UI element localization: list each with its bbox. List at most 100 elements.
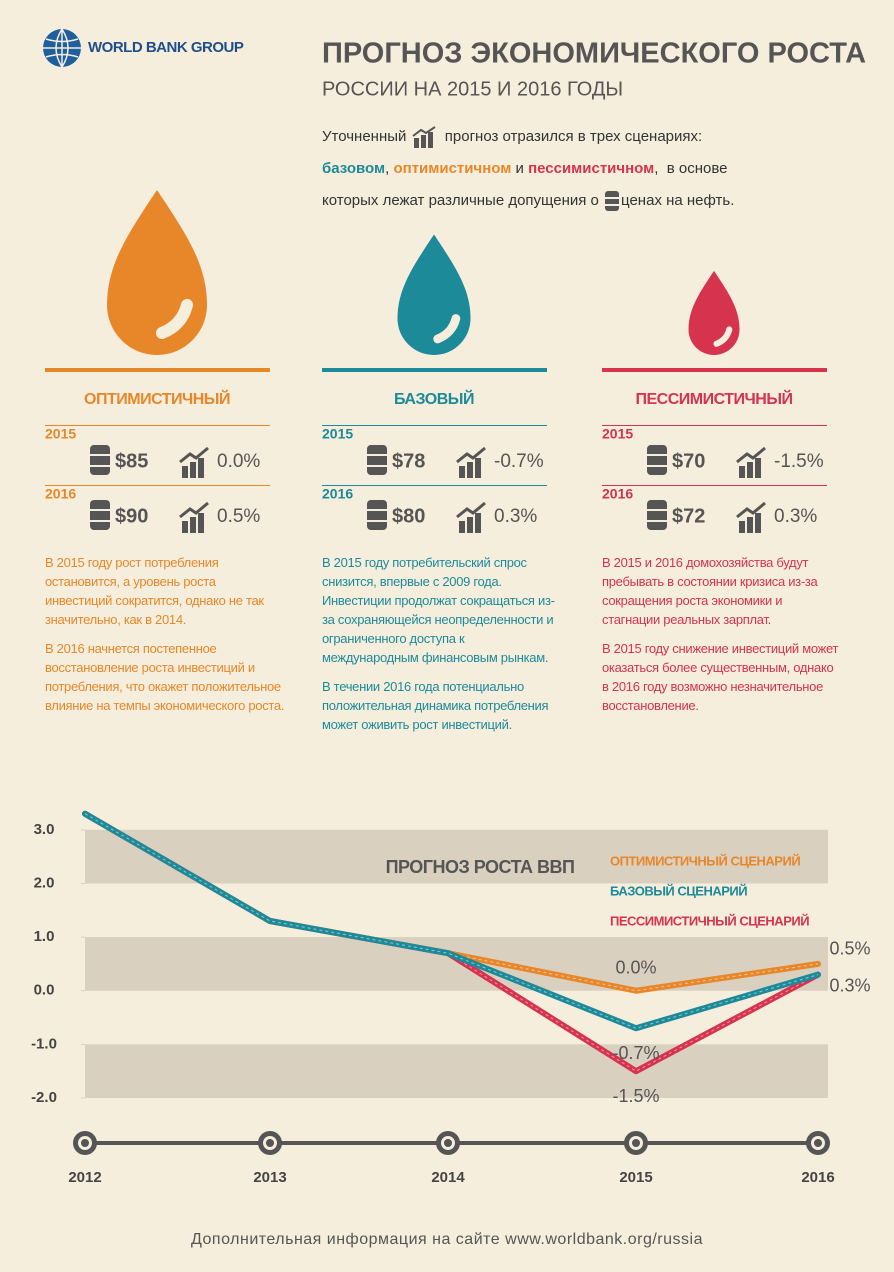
barrel-band <box>647 509 667 511</box>
icon-bar <box>755 458 761 478</box>
y-tick-label: 3.0 <box>34 821 55 838</box>
barrel-band <box>90 465 110 467</box>
grid-band <box>85 829 828 884</box>
barrel-band <box>647 454 667 456</box>
intro-text: , <box>654 160 659 177</box>
chart-icon <box>179 501 209 533</box>
divider <box>602 368 827 372</box>
y-tick-label: 2.0 <box>34 874 55 891</box>
logo <box>43 28 81 68</box>
y-tick-label: -1.0 <box>31 1035 57 1052</box>
scenario-text: В 2015 и 2016 домохозяйства будут пребыв… <box>602 553 842 725</box>
grid-band <box>85 1044 828 1098</box>
icon-bar <box>747 517 753 533</box>
year: 2016 <box>602 486 633 502</box>
row-line <box>602 425 827 426</box>
paragraph: В 2015 и 2016 домохозяйства будут пребыв… <box>602 555 818 627</box>
growth: 0.3% <box>494 506 537 527</box>
year: 2015 <box>45 426 76 442</box>
value-label: 0.5% <box>829 939 870 959</box>
barrel-band <box>90 509 110 511</box>
barrel <box>90 500 110 530</box>
year: 2015 <box>322 426 353 442</box>
value-label: -1.5% <box>612 1086 659 1106</box>
chart-icon <box>456 446 486 478</box>
chart-title: ПРОГНОЗ РОСТА ВВП <box>386 857 575 877</box>
x-tick-label: 2016 <box>801 1169 834 1186</box>
year: 2015 <box>602 426 633 442</box>
row-line <box>45 485 270 486</box>
value-label: 0.3% <box>829 975 870 995</box>
barrel <box>647 445 667 475</box>
timeline-dot-core <box>814 1139 822 1147</box>
price: $90 <box>115 505 148 527</box>
price: $72 <box>672 505 705 527</box>
timeline-dot-core <box>266 1139 274 1147</box>
icon-bar <box>190 462 196 478</box>
chart-icon <box>456 501 486 533</box>
scenario-name: ПЕССИМИСТИЧНЫЙ <box>636 389 793 408</box>
icon-bar <box>198 513 204 533</box>
intro-text: прогноз отразился в трех сценариях: <box>444 127 703 145</box>
drop-highlight <box>156 299 193 339</box>
intro-optimistic: оптимистичном <box>393 160 512 177</box>
icon-arrow <box>179 501 209 519</box>
icon-bar <box>190 517 196 533</box>
price: $80 <box>392 505 425 527</box>
growth: 0.5% <box>217 506 260 527</box>
globe-lines <box>43 28 81 68</box>
y-tick-label: -2.0 <box>31 1089 57 1106</box>
paragraph: В 2015 году снижение инвестиций может ок… <box>602 641 839 713</box>
barrel <box>647 500 667 530</box>
x-tick-label: 2015 <box>619 1169 652 1186</box>
value-label: 0.0% <box>615 957 656 977</box>
year: 2016 <box>45 486 76 502</box>
legend-entry: ПЕССИМИСТИЧНЫЙ СЦЕНАРИЙ <box>610 913 809 928</box>
scenario-text: В 2015 году рост потребления остановится… <box>45 553 285 725</box>
icon-bar <box>467 462 473 478</box>
growth: -0.7% <box>494 451 544 472</box>
paragraph: В 2015 году рост потребления остановится… <box>45 555 264 627</box>
series-highlight <box>84 813 819 1029</box>
x-tick-label: 2014 <box>431 1169 465 1186</box>
icon-bar <box>739 466 745 478</box>
timeline-dot-core <box>444 1139 452 1147</box>
logo-text: WORLD BANK GROUP <box>88 39 244 56</box>
icon-bar <box>182 521 188 533</box>
barrel-band <box>367 520 387 522</box>
y-tick-label: 0.0 <box>34 982 55 999</box>
barrel-band <box>90 520 110 522</box>
barrel <box>367 445 387 475</box>
icon-bar <box>739 521 745 533</box>
barrel-icon <box>90 445 110 475</box>
barrel-band <box>367 509 387 511</box>
chart-icon <box>179 446 209 478</box>
x-tick-label: 2013 <box>253 1169 286 1186</box>
scenario-text: В 2015 году потребительский спрос снизит… <box>322 553 562 744</box>
icon-bar <box>182 466 188 478</box>
row-line <box>322 425 547 426</box>
icon-bar <box>475 458 481 478</box>
chart-icon <box>411 126 436 148</box>
growth: 0.3% <box>774 506 817 527</box>
barrel-band <box>647 465 667 467</box>
intro-text: ценах на нефть. <box>621 191 735 209</box>
barrel-band <box>367 454 387 456</box>
intro-text: , <box>385 160 390 177</box>
icon-arrow <box>736 446 766 464</box>
icon-bar <box>198 458 204 478</box>
scenario-name: БАЗОВЫЙ <box>394 389 474 408</box>
price: $70 <box>672 450 705 472</box>
year: 2016 <box>322 486 353 502</box>
chart-icon <box>736 446 766 478</box>
intro-pessimistic: пессимистичном <box>528 160 655 177</box>
intro-text: которых лежат различные допущения о <box>322 191 599 209</box>
icon-arrow <box>179 446 209 464</box>
intro-text: и <box>515 160 524 177</box>
row-line <box>322 485 547 486</box>
divider <box>322 368 547 372</box>
value-label: -0.7% <box>612 1043 659 1063</box>
subtitle: РОССИИ НА 2015 И 2016 ГОДЫ <box>322 78 623 100</box>
icon-bar <box>459 466 465 478</box>
